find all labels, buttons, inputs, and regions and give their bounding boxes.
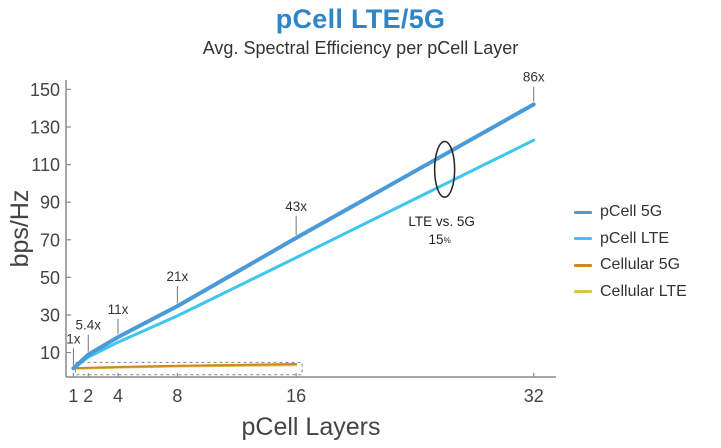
legend-label: pCell LTE bbox=[600, 229, 670, 247]
y-tick-label: 10 bbox=[40, 343, 60, 363]
x-axis-title: pCell Layers bbox=[242, 413, 381, 441]
multiplier-label: 86x bbox=[523, 69, 545, 84]
legend-item-pcell-lte: pCell LTE bbox=[574, 226, 687, 253]
y-tick-label: 110 bbox=[31, 155, 60, 175]
y-tick-label: 130 bbox=[30, 117, 60, 137]
y-tick-label: 30 bbox=[40, 305, 60, 325]
legend-item-cellular-5g: Cellular 5G bbox=[574, 252, 687, 279]
multiplier-label: 21x bbox=[166, 269, 188, 284]
chart-title: pCell LTE/5G bbox=[275, 4, 446, 34]
legend-label: pCell 5G bbox=[600, 203, 663, 221]
legend-swatch bbox=[574, 263, 592, 267]
legend-swatch bbox=[574, 290, 592, 294]
x-tick-label: 16 bbox=[286, 386, 306, 406]
x-tick-label: 8 bbox=[172, 386, 182, 406]
lte-vs-5g-value: 15% bbox=[429, 232, 451, 247]
legend-swatch bbox=[574, 210, 592, 214]
series-line-cellular-5g bbox=[72, 363, 298, 370]
y-tick-label: 50 bbox=[40, 268, 60, 288]
legend-label: Cellular 5G bbox=[600, 256, 681, 274]
y-tick-label: 150 bbox=[30, 80, 60, 100]
x-tick-label: 32 bbox=[524, 386, 544, 406]
x-tick-label: 1 bbox=[68, 386, 78, 406]
series-line-pcell-lte bbox=[71, 138, 536, 371]
y-tick-label: 90 bbox=[40, 193, 60, 213]
chart-subtitle: Avg. Spectral Efficiency per pCell Layer bbox=[202, 38, 519, 58]
multiplier-label: 5.4x bbox=[76, 318, 102, 333]
lte-vs-5g-label: LTE vs. 5G bbox=[408, 214, 475, 229]
lte-vs-5g-unit: % bbox=[444, 236, 451, 245]
x-tick-label: 2 bbox=[83, 386, 93, 406]
lte-vs-5g-ellipse bbox=[433, 140, 456, 198]
x-tick-label: 4 bbox=[113, 386, 123, 406]
multiplier-label: 11x bbox=[108, 302, 129, 317]
y-axis-title: bps/Hz bbox=[6, 190, 34, 268]
legend: pCell 5G pCell LTE Cellular 5G Cellular LTE bbox=[574, 199, 687, 305]
multiplier-label: 1x bbox=[66, 331, 81, 346]
legend-item-cellular-lte: Cellular LTE bbox=[574, 279, 687, 306]
y-tick-label: 70 bbox=[40, 230, 60, 250]
legend-swatch bbox=[574, 237, 592, 241]
legend-item-pcell-5g: pCell 5G bbox=[574, 199, 687, 226]
series-line-pcell-5g bbox=[71, 102, 536, 371]
multiplier-label: 43x bbox=[285, 199, 307, 214]
legend-label: Cellular LTE bbox=[600, 282, 687, 300]
